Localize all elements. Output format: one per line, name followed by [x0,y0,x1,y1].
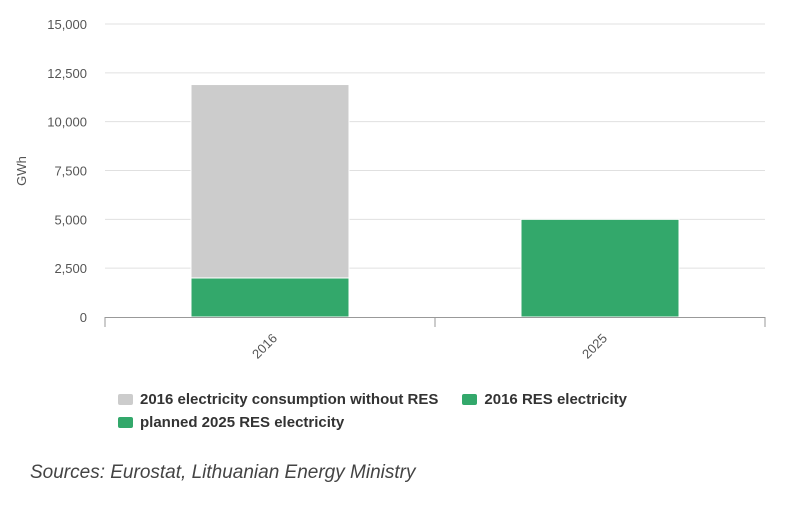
y-tick-label: 10,000 [47,115,87,130]
y-tick-label: 12,500 [47,66,87,81]
y-axis-title: GWh [14,156,29,186]
bars [190,84,680,318]
source-note: Sources: Eurostat, Lithuanian Energy Min… [30,462,416,483]
y-tick-label: 0 [80,310,87,325]
legend-row-2: planned 2025 RES electricity [118,411,778,434]
legend-label: planned 2025 RES electricity [140,414,345,431]
legend-swatch-green [118,417,133,428]
x-tick-label: 2025 [579,331,610,362]
legend-item-consumption-without-res[interactable]: 2016 electricity consumption without RES [118,391,438,408]
legend-swatch-grey [118,394,133,405]
x-tick-label: 2016 [249,331,280,362]
legend-row-1: 2016 electricity consumption without RES… [118,388,778,411]
y-tick-label: 5,000 [54,212,87,227]
legend-label: 2016 RES electricity [484,391,627,408]
y-axis-ticks: 0 2,500 5,000 7,500 10,000 12,500 15,000 [47,17,87,325]
y-tick-label: 15,000 [47,17,87,32]
bar-segment[interactable] [190,84,350,279]
x-axis [104,317,766,327]
y-tick-label: 7,500 [54,164,87,179]
bar-segment[interactable] [190,277,350,318]
x-axis-ticks: 2016 2025 [249,331,610,362]
legend-item-planned-2025-res[interactable]: planned 2025 RES electricity [118,414,344,431]
legend-item-2016-res[interactable]: 2016 RES electricity [462,391,627,408]
legend-swatch-green [462,394,478,405]
y-tick-label: 2,500 [54,261,87,276]
bar-segment[interactable] [520,218,680,318]
legend: 2016 electricity consumption without RES… [118,388,778,434]
legend-label: 2016 electricity consumption without RES [140,391,439,408]
